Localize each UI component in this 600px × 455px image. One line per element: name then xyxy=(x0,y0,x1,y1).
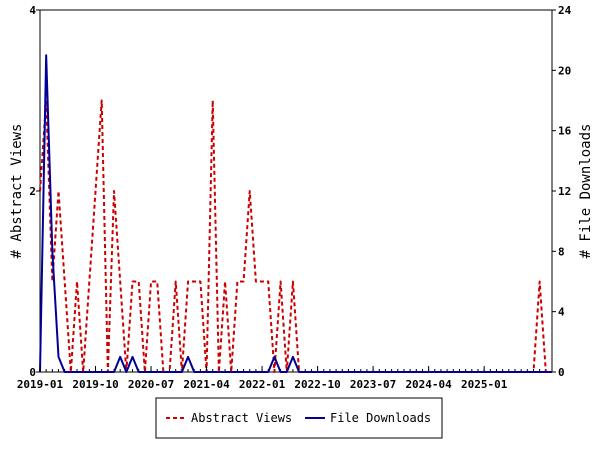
right-axis-title: # File Downloads xyxy=(578,124,594,259)
x-tick-label: 2022-01 xyxy=(239,378,286,391)
x-tick-label: 2020-07 xyxy=(128,378,174,391)
tick-layer: 2019-01 2019-10 2020-07 2021-04 2022-01 2022-… xyxy=(17,4,572,391)
x-tick-label: 2021-04 xyxy=(183,378,230,391)
right-y-tick-label: 12 xyxy=(558,185,571,198)
left-y-tick-label: 2 xyxy=(29,185,36,198)
right-y-tick-label: 0 xyxy=(558,366,565,379)
right-y-tick-label: 20 xyxy=(558,64,571,77)
left-y-tick-label: 0 xyxy=(29,366,36,379)
legend: Abstract Views File Downloads xyxy=(155,397,443,439)
legend-box xyxy=(155,397,443,439)
legend-label-file-downloads: File Downloads xyxy=(330,411,431,425)
right-y-tick-label: 24 xyxy=(558,4,572,17)
legend-label-abstract-views: Abstract Views xyxy=(191,411,292,425)
x-tick-label: 2022-10 xyxy=(294,378,340,391)
left-y-tick-label: 4 xyxy=(29,4,36,17)
x-tick-label: 2024-04 xyxy=(405,378,452,391)
x-tick-label: 2023-07 xyxy=(350,378,396,391)
series-layer xyxy=(39,54,552,373)
x-tick-label: 2025-01 xyxy=(461,378,508,391)
right-y-tick-label: 4 xyxy=(558,306,565,319)
series-line-file-downloads xyxy=(39,54,552,373)
x-tick-label: 2019-10 xyxy=(72,378,118,391)
series-line-abstract-views xyxy=(39,99,552,373)
x-tick-label: 2019-01 xyxy=(17,378,64,391)
left-axis-title: # Abstract Views xyxy=(9,124,25,259)
right-y-tick-label: 16 xyxy=(558,125,572,138)
right-y-tick-label: 8 xyxy=(558,245,565,258)
